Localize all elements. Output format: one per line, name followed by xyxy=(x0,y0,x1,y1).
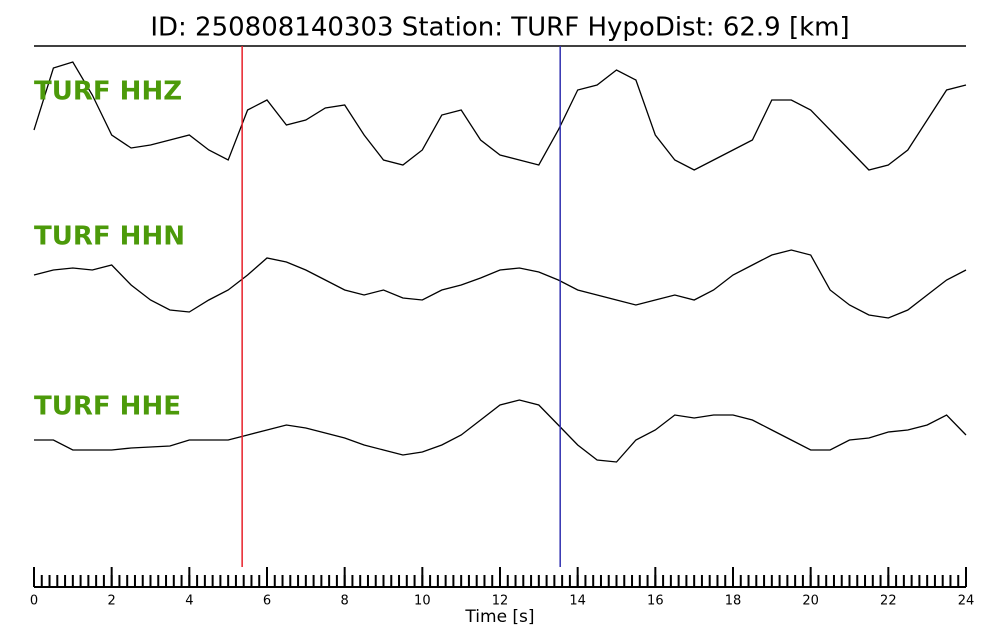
trace-label: TURF HHE xyxy=(34,392,181,422)
trace-label: TURF HHZ xyxy=(34,77,182,107)
x-tick-label: 6 xyxy=(263,594,271,609)
waveform xyxy=(33,249,967,319)
x-axis-label: Time [s] xyxy=(464,607,534,627)
x-tick-label: 8 xyxy=(341,594,349,609)
waveform xyxy=(34,399,967,463)
x-tick-label: 20 xyxy=(802,594,819,609)
x-tick-label: 2 xyxy=(108,594,116,609)
trace-label: TURF HHN xyxy=(34,222,185,252)
x-tick-label: 12 xyxy=(492,594,509,609)
chart-title: ID: 250808140303 Station: TURF HypoDist:… xyxy=(150,13,849,43)
x-tick-label: 18 xyxy=(725,594,742,609)
x-tick-label: 10 xyxy=(414,594,431,609)
x-tick-label: 14 xyxy=(569,594,586,609)
waveform xyxy=(33,61,967,171)
x-tick-label: 0 xyxy=(30,594,38,609)
x-tick-label: 24 xyxy=(958,594,975,609)
x-tick-label: 16 xyxy=(647,594,664,609)
x-tick-label: 22 xyxy=(880,594,897,609)
x-tick-label: 4 xyxy=(185,594,193,609)
